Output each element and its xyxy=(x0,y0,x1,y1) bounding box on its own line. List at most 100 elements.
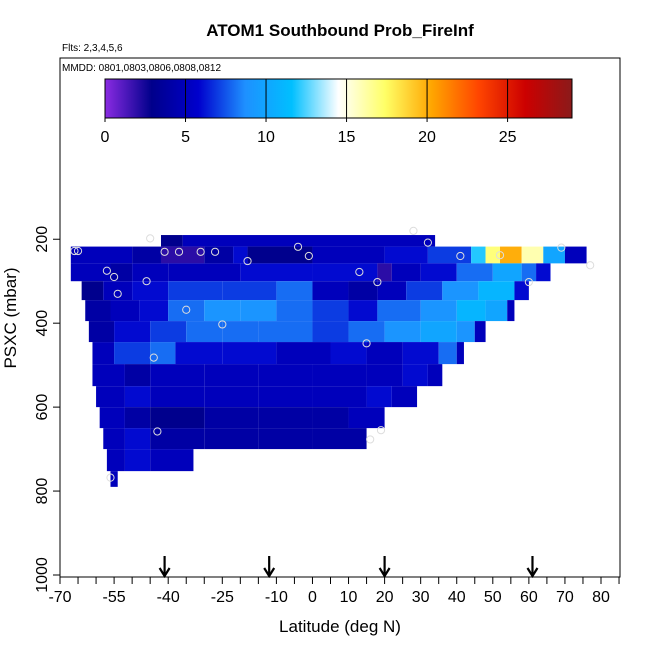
heatmap-cell xyxy=(168,263,241,282)
x-tick-label: -55 xyxy=(103,589,126,606)
x-tick-label: -40 xyxy=(157,589,180,606)
x-tick-label: -70 xyxy=(48,589,71,606)
heatmap-cell xyxy=(276,300,313,322)
observation-point xyxy=(586,261,595,270)
heatmap-cell xyxy=(456,342,464,365)
x-tick-label: 30 xyxy=(412,589,430,606)
flights-subtitle: Flts: 2,3,4,5,6 xyxy=(62,43,123,54)
heatmap-cell xyxy=(186,321,223,343)
observation-point xyxy=(362,339,371,348)
heatmap-cell xyxy=(110,263,133,282)
arrow-head xyxy=(158,567,171,579)
observation-point xyxy=(210,247,220,256)
heatmap-cell xyxy=(348,407,385,429)
heatmap-cell xyxy=(312,321,349,343)
heatmap-cell xyxy=(233,246,248,264)
observation-point xyxy=(304,251,313,261)
heatmap-cell xyxy=(402,364,428,387)
heatmap-cell xyxy=(384,321,421,343)
heatmap-cell xyxy=(485,300,508,322)
observation-point xyxy=(70,246,79,256)
heatmap-cell xyxy=(204,428,259,450)
heatmap-cell xyxy=(427,364,443,387)
heatmap-cell xyxy=(258,407,313,429)
observation-point xyxy=(182,305,191,314)
heatmap-cell xyxy=(106,449,125,472)
y-tick-label: 400 xyxy=(34,310,51,337)
heatmap-cell xyxy=(240,263,313,282)
y-axis: 200 400 600 800 1000 xyxy=(34,226,60,593)
observation-point xyxy=(293,242,303,251)
heatmap-cell xyxy=(456,321,475,343)
observation-point xyxy=(110,272,119,282)
heatmap-cell xyxy=(150,342,176,365)
x-tick-label: 50 xyxy=(484,589,502,606)
observation-points xyxy=(70,226,595,482)
heatmap-cell xyxy=(92,342,115,365)
heatmap-cell xyxy=(312,386,367,408)
observation-point xyxy=(153,427,162,436)
heatmap-cell xyxy=(391,263,421,282)
colorbar-tick-label: 5 xyxy=(181,129,190,146)
heatmap-cell xyxy=(514,281,529,301)
heatmap-cell xyxy=(312,281,349,301)
heatmap-cell xyxy=(377,281,407,301)
heatmap-cell xyxy=(456,300,486,322)
profile-arrow xyxy=(263,556,276,579)
heatmap-cell xyxy=(474,321,486,343)
arrow-head xyxy=(526,567,539,579)
heatmap-cell xyxy=(222,342,277,365)
colorbar-tick-label: 10 xyxy=(257,129,275,146)
heatmap-cell xyxy=(438,342,457,365)
heatmap-cell xyxy=(222,281,277,301)
heatmap-cell xyxy=(521,263,537,282)
heatmap-cell xyxy=(92,364,125,387)
colorbar-gradient xyxy=(104,78,573,119)
heatmap-cell xyxy=(312,407,349,429)
heatmap-cell xyxy=(366,386,392,408)
observation-point xyxy=(409,226,418,235)
observation-point xyxy=(524,277,533,287)
observation-point xyxy=(73,246,83,256)
arrow-head xyxy=(378,567,391,579)
heatmap-cell xyxy=(160,235,183,247)
heatmap-cell xyxy=(150,321,187,343)
arrow-head xyxy=(263,567,276,579)
heatmap-cell xyxy=(258,428,313,450)
heatmap-cell xyxy=(182,235,436,247)
heatmap-cell xyxy=(175,342,223,365)
heatmap-cell xyxy=(312,263,378,282)
observation-point xyxy=(106,473,115,482)
heatmap-cell xyxy=(348,281,378,301)
heatmap-cell xyxy=(150,386,205,408)
heatmap-cell xyxy=(377,300,421,322)
x-tick-label: 80 xyxy=(592,589,610,606)
heatmap-cell xyxy=(204,246,234,264)
heatmap-cell xyxy=(168,281,223,301)
heatmap-cell xyxy=(85,300,111,322)
x-tick-label: -10 xyxy=(265,589,288,606)
x-tick-label: 60 xyxy=(520,589,538,606)
observation-point xyxy=(142,277,151,286)
heatmap-cell xyxy=(132,246,161,264)
heatmap-cell xyxy=(110,300,140,322)
heatmap-cell xyxy=(420,300,457,322)
heatmap-cell xyxy=(406,281,443,301)
observation-point xyxy=(196,247,205,256)
heatmap-cell xyxy=(377,263,392,282)
heatmap-cell xyxy=(485,246,501,264)
y-tick-label: 600 xyxy=(34,394,51,421)
colorbar-tick-label: 20 xyxy=(418,129,436,146)
x-axis: -70 -55 -40 -25 -10 0 10 20 30 40 50 60 70 80 xyxy=(48,577,620,606)
observation-point xyxy=(102,266,111,275)
heatmap-cell xyxy=(222,321,259,343)
y-axis-label: PSXC (mbar) xyxy=(1,267,20,368)
heatmap-cell xyxy=(103,428,125,450)
colorbar: 0 5 10 15 20 25 xyxy=(101,78,573,146)
heatmap-cell xyxy=(564,246,587,264)
heatmap-cell xyxy=(247,246,313,264)
y-tick-label: 1000 xyxy=(34,557,51,593)
heatmap-cell xyxy=(312,246,385,264)
observation-point xyxy=(373,277,382,287)
